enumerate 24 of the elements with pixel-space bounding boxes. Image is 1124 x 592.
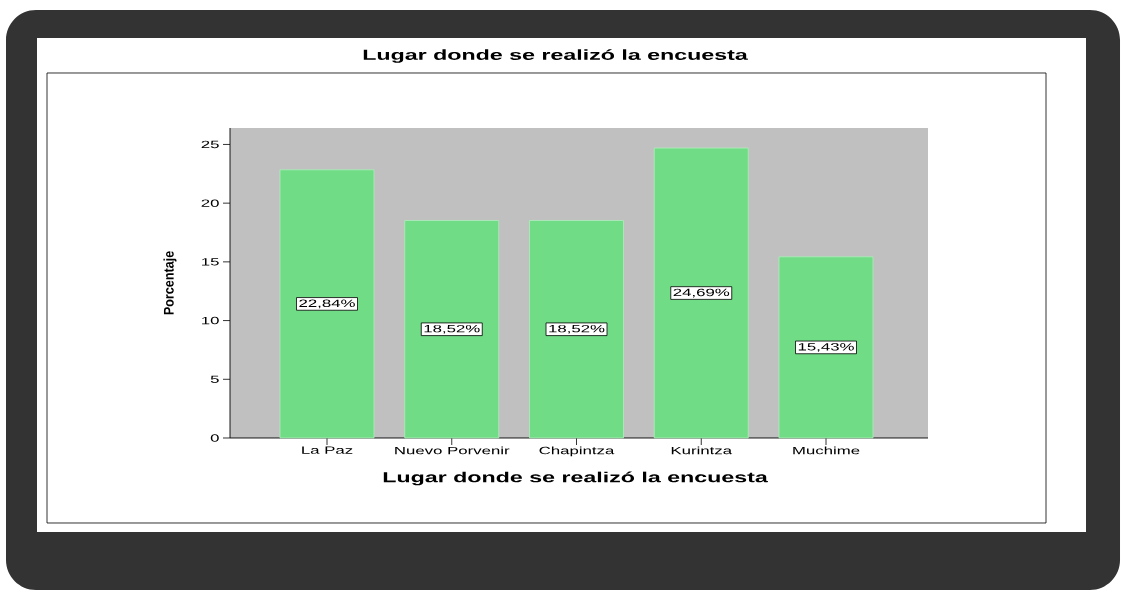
bar [778,256,874,439]
chart-title: Lugar donde se realizó la encuesta [363,49,748,63]
data-label: 18,52% [549,324,605,334]
y-tick-label: 10 [202,316,219,325]
y-tick-label: 15 [202,258,219,266]
x-tick-label: Nuevo Porvenir [395,446,510,455]
y-axis-title: Porcentaje [163,251,177,315]
data-label: 18,52% [424,324,480,334]
x-tick-label: Chapintza [539,446,615,457]
bar [653,147,749,439]
y-tick-label: 0 [210,434,219,442]
x-tick-label: Muchime [793,446,860,455]
y-tick-label: 25 [201,140,219,149]
data-label: 15,43% [798,343,854,352]
data-label: 22,84% [299,299,355,309]
y-tick-label: 20 [201,199,219,207]
data-label: 24,69% [673,288,730,298]
x-tick-label: Kurintza [671,446,733,455]
bar [279,169,375,439]
x-tick-label: La Paz [302,446,353,454]
x-axis-title: Lugar donde se realizó la encuesta [383,471,768,486]
bar [529,220,624,439]
bar [404,220,500,439]
y-tick-label: 5 [210,375,219,383]
